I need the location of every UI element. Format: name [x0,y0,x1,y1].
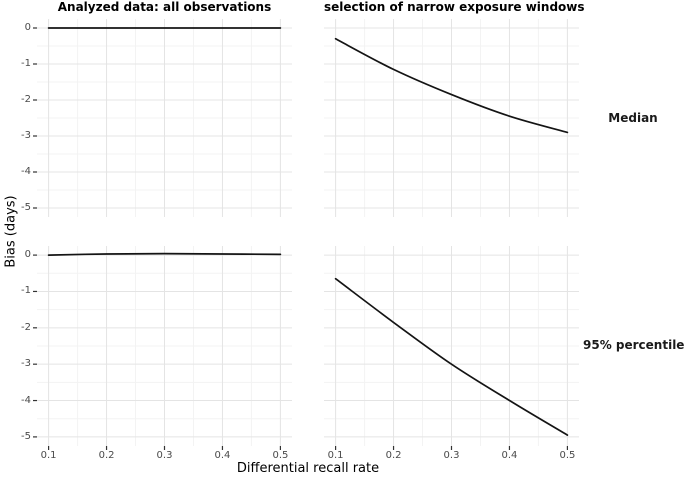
y-tick-label: -1 [21,58,31,69]
y-tick-label: -2 [21,94,31,105]
bias-curve-1-1 [334,277,569,436]
y-tick-label: -5 [21,430,31,442]
y-tick-label: -1 [21,285,31,297]
x-tick-label: 0.4 [214,450,231,461]
y-tick-label: -4 [21,394,31,406]
bias-curve-1-0 [47,252,282,256]
x-tick-label: 0.2 [385,450,402,461]
y-tick-label: -5 [21,202,31,213]
bias-curve-0-1 [334,37,569,134]
x-tick-label: 0.4 [501,450,518,461]
facet-column-title-all-observations: Analyzed data: all observations [57,0,272,14]
x-tick-label: 0.3 [156,450,173,461]
facet-column-title-narrow-windows: selection of narrow exposure windows [324,0,585,14]
x-tick-label: 0.1 [327,450,344,461]
y-tick-label: -2 [21,321,31,333]
x-tick-label: 0.2 [98,450,115,461]
facet-row-strip-median: Median [608,111,658,125]
y-tick-label: 0 [24,22,31,33]
y-tick-label: -3 [21,130,31,141]
x-tick-label: 0.5 [559,450,576,461]
y-tick-label: -4 [21,166,31,177]
y-tick-label: -3 [21,358,31,370]
x-tick-label: 0.3 [443,450,460,461]
y-axis-title: Bias (days) [3,195,19,268]
x-tick-label: 0.5 [272,450,289,461]
x-tick-label: 0.1 [40,450,57,461]
y-tick-label: 0 [24,249,31,261]
facet-row-strip-95-percentile: 95% percentile [583,338,685,352]
x-axis-title: Differential recall rate [236,461,380,476]
